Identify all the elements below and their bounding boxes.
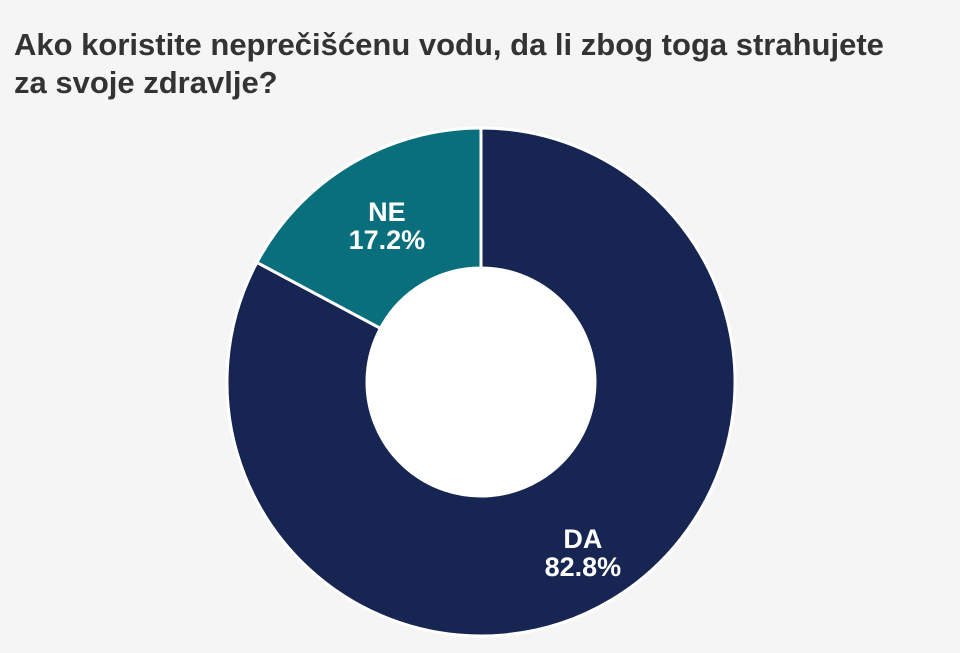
slice-label-ne: NE (368, 197, 406, 227)
slice-value-da: 82.8% (545, 552, 622, 582)
donut-hole (367, 268, 595, 496)
slice-label-da: DA (563, 524, 602, 554)
slice-value-ne: 17.2% (349, 225, 426, 255)
chart-title: Ako koristite neprečišćenu vodu, da li z… (14, 27, 884, 100)
